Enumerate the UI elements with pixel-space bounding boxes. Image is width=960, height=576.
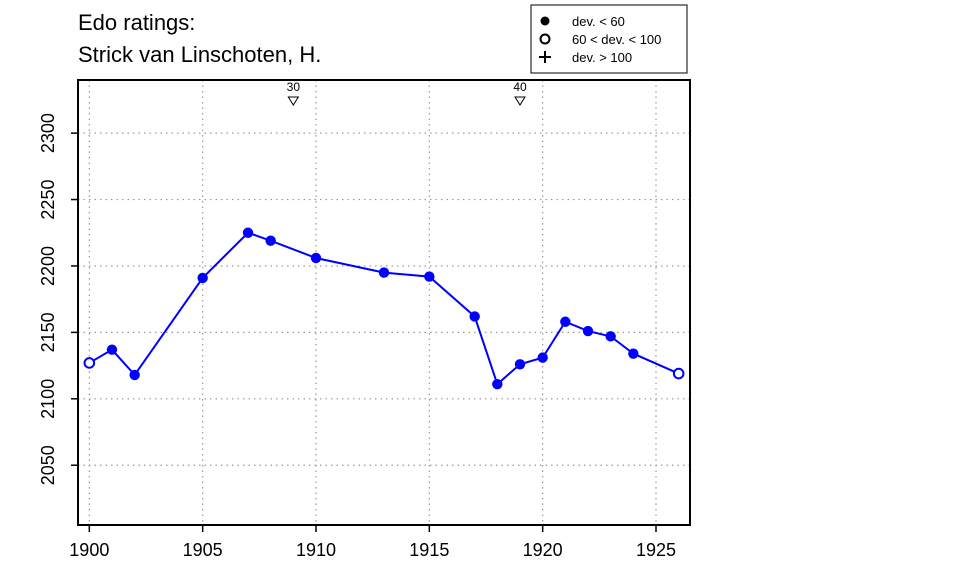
data-point-open <box>83 357 96 369</box>
y-tick-label: 2250 <box>38 180 58 220</box>
rating-line <box>88 231 680 386</box>
data-point <box>560 316 571 327</box>
y-tick-label: 2050 <box>38 445 58 485</box>
legend-box <box>530 4 688 74</box>
data-point <box>310 252 322 264</box>
legend-plus-icon <box>539 51 551 63</box>
data-point <box>492 378 503 390</box>
y-tick-label: 2200 <box>38 246 58 286</box>
data-point <box>424 271 435 282</box>
y-tick-label: 2150 <box>38 312 58 352</box>
data-point-open <box>672 367 685 380</box>
data-point <box>537 352 548 363</box>
rating-series <box>83 227 685 390</box>
x-tick-label: 1910 <box>296 540 336 560</box>
y-tick-label: 2100 <box>38 379 58 419</box>
x-tick-label: 1905 <box>183 540 223 560</box>
data-point <box>628 348 639 359</box>
age-marker-label: 40 <box>513 80 527 94</box>
grid-lines <box>78 80 690 525</box>
x-tick-label: 1900 <box>69 540 109 560</box>
data-point <box>129 369 140 381</box>
legend-label-2: 60 < dev. < 100 <box>572 32 661 47</box>
y-tick-label: 2300 <box>38 113 58 153</box>
age-markers: 30 40 <box>287 80 527 106</box>
legend-open-circle-icon <box>539 33 551 45</box>
data-point <box>265 235 276 246</box>
data-point <box>605 331 616 342</box>
data-point <box>582 325 594 337</box>
axes: 1900 1905 1910 1915 1920 1925 2050 2100 2150 2200… <box>38 113 676 560</box>
plot-frame <box>77 79 691 526</box>
data-point <box>378 267 390 278</box>
x-tick-label: 1920 <box>523 540 563 560</box>
legend: dev. < 60 60 < dev. < 100 dev. > 100 <box>530 4 688 74</box>
age-marker-triangle-icon <box>287 96 300 106</box>
x-tick-label: 1915 <box>409 540 449 560</box>
legend-filled-circle-icon <box>540 16 550 26</box>
legend-label-1: dev. < 60 <box>572 14 625 29</box>
x-tick-label: 1925 <box>636 540 676 560</box>
data-point <box>514 359 526 370</box>
chart-title-line-2: Strick van Linschoten, H. <box>78 42 321 67</box>
data-point <box>197 272 208 284</box>
data-point <box>469 311 480 322</box>
legend-label-3: dev. > 100 <box>572 50 632 65</box>
data-point <box>106 344 118 355</box>
chart-title-line-1: Edo ratings: <box>78 10 195 35</box>
data-point <box>242 227 254 238</box>
age-marker-triangle-icon <box>514 96 526 106</box>
age-marker-label: 30 <box>287 80 301 94</box>
